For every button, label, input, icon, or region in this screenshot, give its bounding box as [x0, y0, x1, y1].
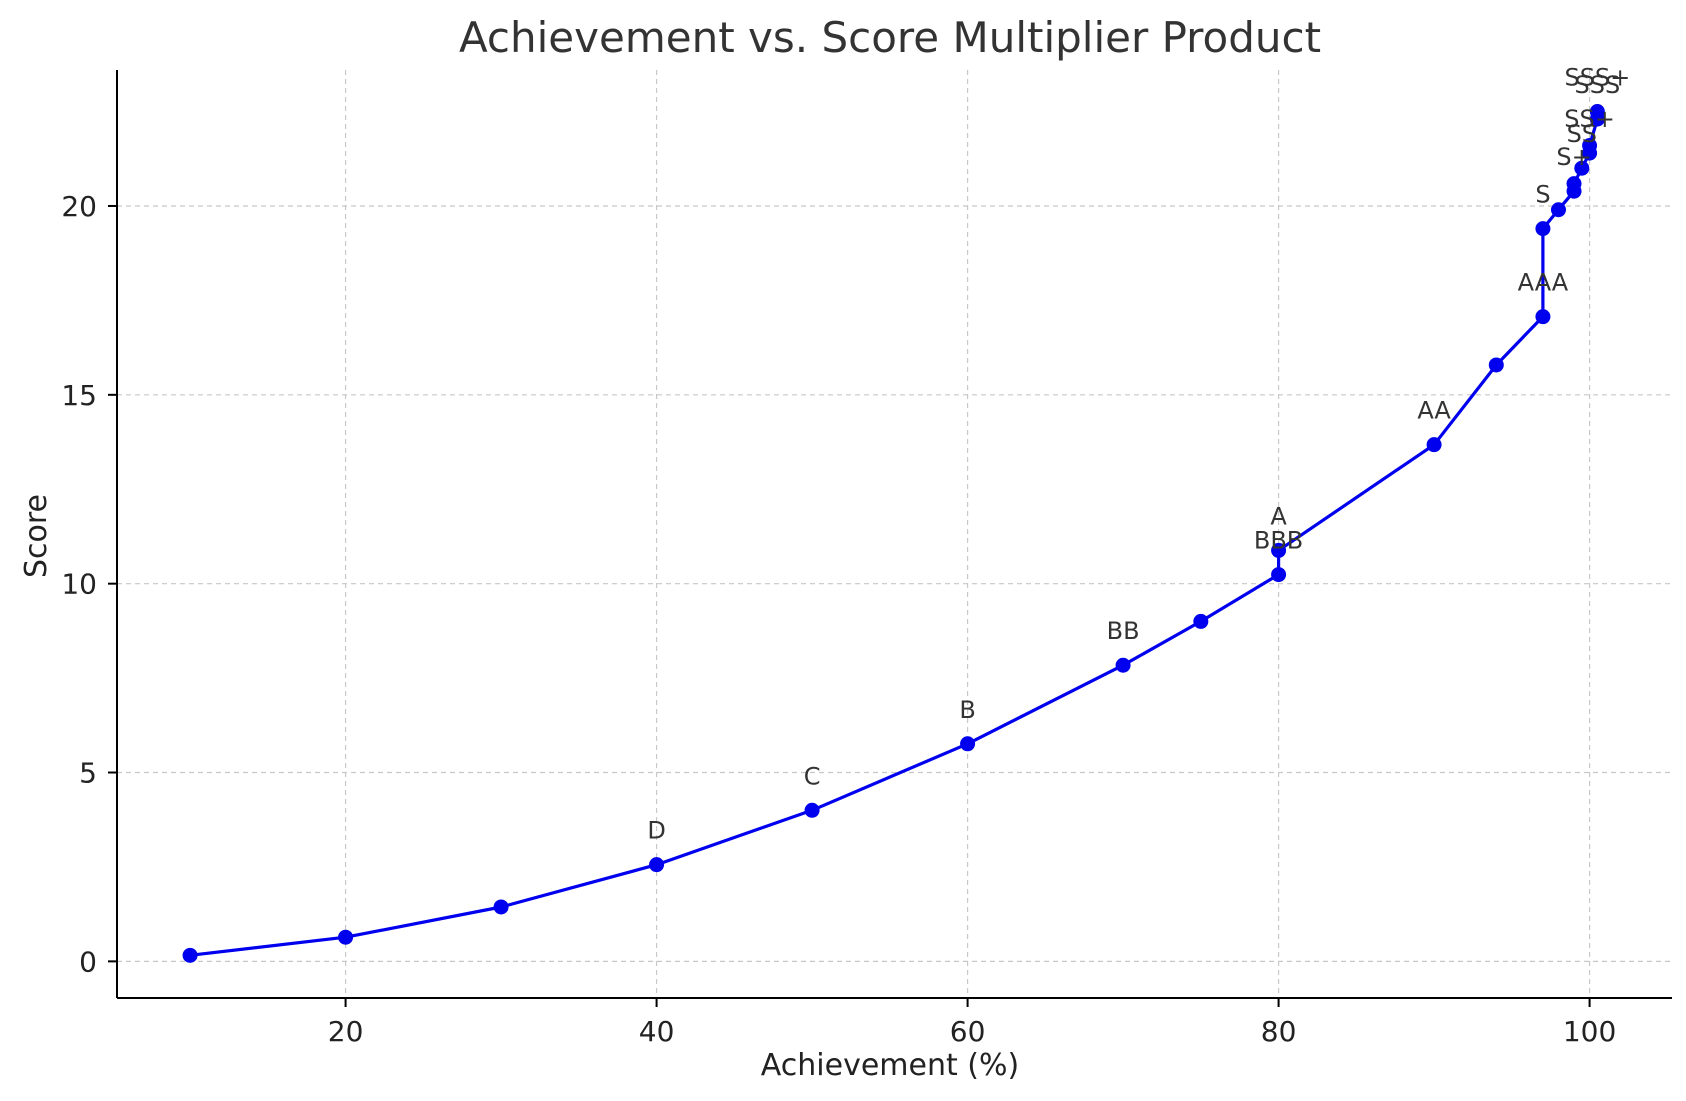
x-tick-label: 80	[1261, 1015, 1297, 1048]
data-point	[1488, 357, 1504, 373]
point-label: BB	[1107, 617, 1140, 645]
point-label: C	[804, 762, 821, 790]
data-point	[960, 736, 976, 752]
point-label: SS+	[1564, 105, 1615, 133]
data-point	[1426, 437, 1442, 453]
x-tick-label: 40	[639, 1015, 675, 1048]
y-tick-label: 5	[79, 757, 97, 790]
x-axis-label: Achievement (%)	[761, 1048, 1019, 1083]
point-label: SSS	[1575, 71, 1621, 99]
data-point	[1271, 567, 1287, 583]
data-point	[1193, 613, 1209, 629]
y-tick-label: 10	[61, 568, 97, 601]
point-label: SS	[1567, 120, 1597, 148]
data-point	[1271, 542, 1287, 558]
point-label: AA	[1417, 397, 1451, 425]
data-point	[1535, 309, 1551, 325]
data-point	[182, 947, 198, 963]
point-label: S	[1535, 181, 1550, 209]
data-point	[1535, 221, 1551, 237]
x-tick-label: 20	[328, 1015, 364, 1048]
axes-spines	[116, 70, 1672, 999]
x-tick-label: 60	[950, 1015, 986, 1048]
point-label: B	[959, 696, 975, 724]
data-point	[1115, 657, 1131, 673]
data-point	[1550, 202, 1566, 218]
y-tick-label: 0	[79, 945, 97, 978]
grid	[117, 70, 1672, 998]
data-point	[804, 802, 820, 818]
axis-ticks: 20 40 60 80 100 0 5 10 15 20	[61, 190, 1616, 1048]
point-label: A	[1270, 502, 1287, 530]
data-point	[1574, 160, 1590, 176]
data-point	[649, 857, 665, 873]
point-label: BBB	[1254, 527, 1303, 555]
point-label: AAA	[1518, 269, 1569, 297]
y-tick-label: 15	[61, 379, 97, 412]
data-point	[1566, 176, 1582, 192]
point-label: SSS+	[1564, 64, 1630, 92]
chart-title: Achievement vs. Score Multiplier Product	[459, 13, 1321, 62]
data-point	[338, 929, 354, 945]
series-line	[182, 104, 1605, 963]
point-label: S+	[1556, 143, 1591, 171]
data-point	[493, 899, 509, 915]
x-tick-label: 100	[1563, 1015, 1616, 1048]
data-point	[1589, 104, 1605, 120]
score-line	[189, 111, 1600, 957]
y-axis-label: Score	[19, 494, 54, 578]
data-point	[1582, 138, 1598, 154]
point-label: D	[647, 817, 665, 845]
y-tick-label: 20	[61, 190, 97, 223]
